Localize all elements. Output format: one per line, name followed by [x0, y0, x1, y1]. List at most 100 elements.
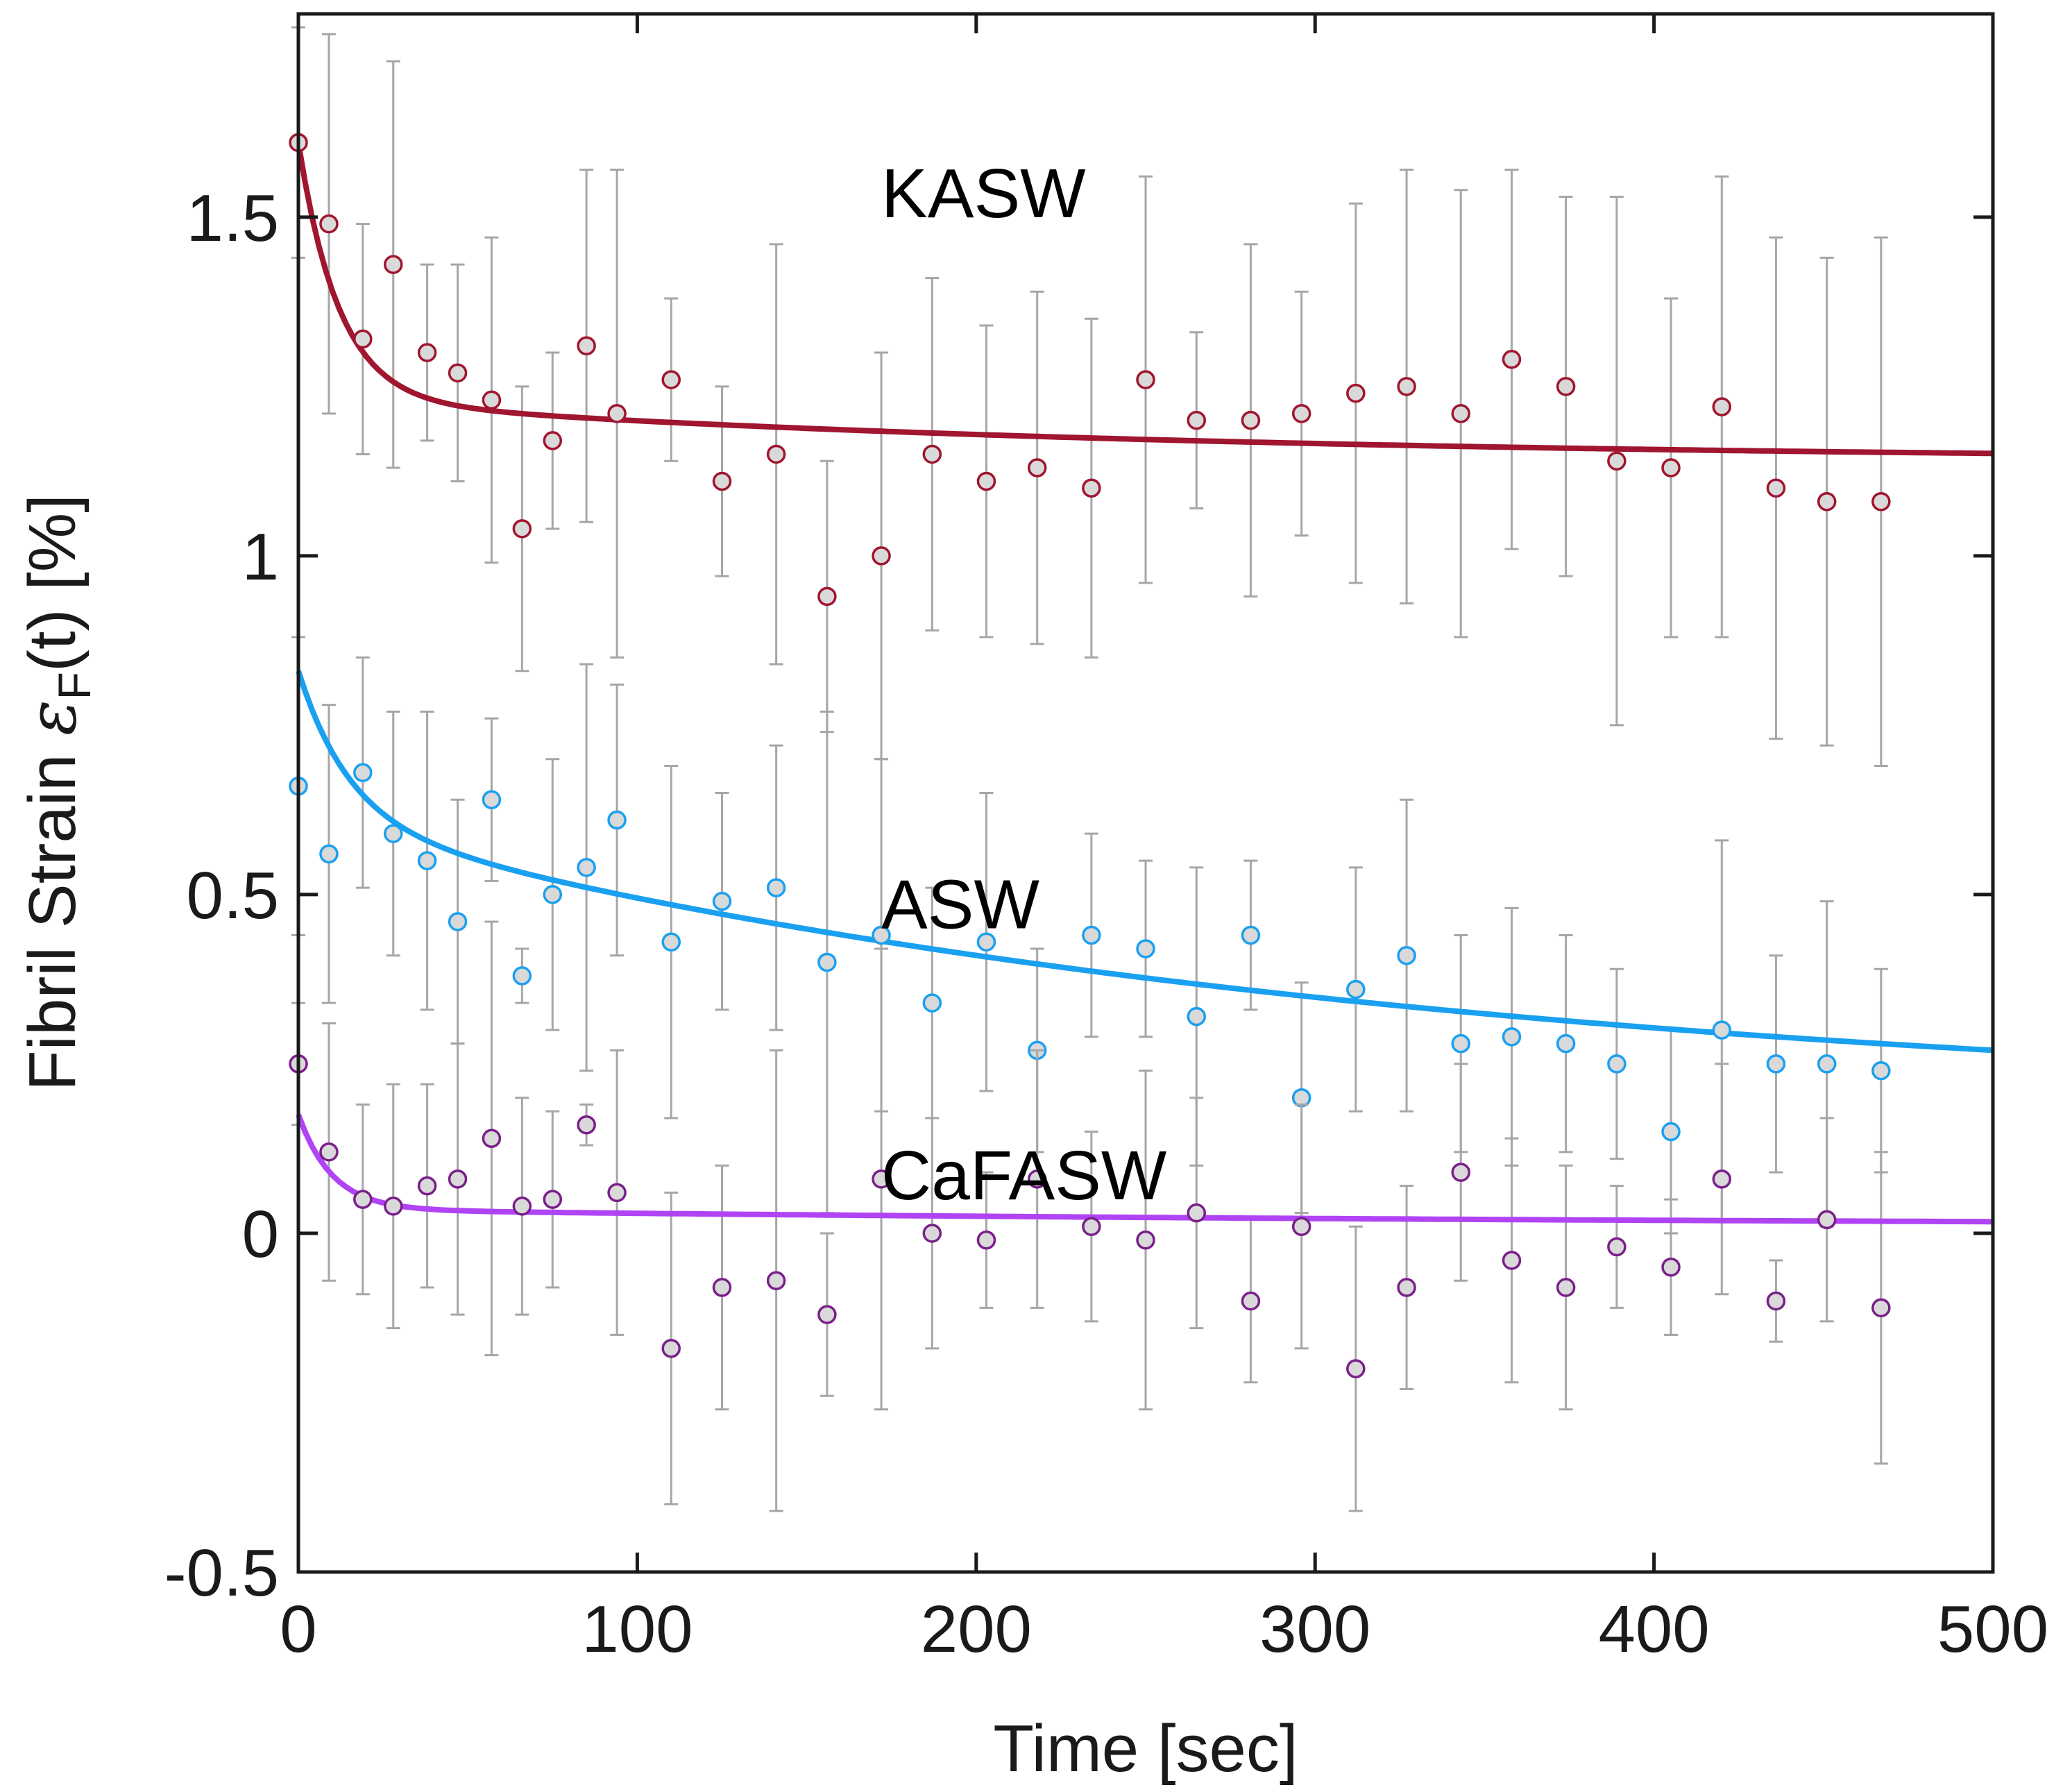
data-point [353, 329, 373, 349]
data-point [543, 431, 563, 450]
data-point [417, 851, 437, 870]
series-asw [289, 636, 1994, 1235]
y-axis-title-symbol: ε [13, 700, 91, 736]
series-label-asw: ASW [881, 866, 1039, 944]
tick-layer: 0 100 200 300 400 500-0.500.511.5 [164, 14, 2048, 1666]
y-axis-title-suffix: (t) [%] [15, 494, 90, 672]
data-point [712, 1278, 732, 1297]
x-tick-label: 0 [280, 1592, 316, 1666]
data-point [417, 1176, 437, 1196]
series-label-cafasw: CaFASW [881, 1137, 1167, 1215]
data-point [607, 404, 627, 423]
data-point [817, 586, 837, 607]
data-point [482, 390, 502, 410]
data-point [543, 885, 563, 904]
data-point [1502, 350, 1522, 369]
data-point [976, 471, 996, 491]
data-point [1397, 377, 1416, 396]
data-point [417, 343, 437, 362]
series-kasw [289, 26, 1994, 767]
data-point [1607, 1237, 1627, 1257]
data-point [353, 1190, 373, 1209]
data-point [319, 214, 339, 234]
series-label-layer: KASW ASW CaFASW [881, 155, 1167, 1215]
data-point [872, 546, 891, 566]
data-point [872, 1169, 891, 1189]
data-point [353, 763, 373, 782]
data-point [766, 444, 786, 464]
data-point [319, 1142, 339, 1162]
x-tick-label: 300 [1259, 1592, 1370, 1666]
data-point [766, 1271, 786, 1291]
data-point [1241, 925, 1261, 945]
data-point [448, 912, 468, 931]
data-point [1187, 410, 1207, 430]
data-point [1556, 1033, 1576, 1054]
data-point [1027, 458, 1047, 477]
data-point [1397, 1278, 1416, 1297]
fit-curve [296, 670, 1994, 1054]
y-tick-label: 1.5 [187, 181, 279, 255]
data-point [1291, 1217, 1311, 1236]
data-point [319, 844, 339, 864]
data-point [577, 1115, 596, 1135]
data-point [1712, 397, 1732, 416]
plot-frame [296, 12, 1995, 1574]
data-point [1661, 1258, 1681, 1277]
fit-curve [296, 1113, 1993, 1225]
data-point [1712, 1169, 1732, 1189]
data-point [1346, 383, 1366, 403]
data-point [448, 1169, 468, 1189]
data-point [1871, 1298, 1891, 1318]
data-point [384, 824, 403, 843]
data-point [448, 363, 468, 383]
data-point [1607, 451, 1627, 471]
data-point [1766, 1291, 1786, 1311]
y-axis-title-subscript: F [49, 672, 100, 700]
x-tick-label: 200 [921, 1592, 1032, 1666]
data-point [1607, 1054, 1627, 1074]
data-point [577, 858, 596, 877]
data-point [1817, 1054, 1837, 1074]
data-point [1136, 370, 1155, 389]
data-point [482, 790, 502, 810]
data-point [1136, 939, 1155, 958]
data-point [1817, 1210, 1837, 1230]
data-point [1502, 1027, 1522, 1047]
data-point [922, 444, 942, 464]
data-point [1451, 1033, 1470, 1054]
data-point [482, 1129, 502, 1149]
y-axis-title: Fibril Strain εF(t) [%] [13, 494, 100, 1091]
data-point [1661, 1122, 1681, 1142]
data-point [766, 878, 786, 897]
data-point [607, 1183, 627, 1203]
x-tick-label: 500 [1937, 1592, 2048, 1666]
x-tick-label: 100 [581, 1592, 693, 1666]
y-tick-label: -0.5 [164, 1536, 279, 1610]
data-point [1082, 925, 1101, 945]
data-point [1712, 1020, 1732, 1040]
data-point [1871, 1060, 1891, 1081]
data-point [712, 891, 732, 911]
data-point [976, 932, 996, 952]
series-label-kasw: KASW [881, 155, 1086, 233]
data-point [661, 932, 681, 952]
data-point [607, 810, 627, 830]
data-point [922, 1224, 942, 1243]
data-point [512, 966, 532, 986]
data-point [712, 471, 732, 491]
data-point [661, 370, 681, 389]
series-cafasw [289, 920, 1993, 1512]
data-point [1241, 1291, 1261, 1311]
fit-curve [296, 142, 1994, 457]
data-point [1661, 458, 1681, 477]
data-point [976, 1230, 996, 1250]
data-point [1397, 946, 1416, 965]
data-point [1817, 492, 1837, 512]
data-point [384, 1197, 403, 1216]
x-tick-label: 400 [1599, 1592, 1710, 1666]
y-tick-label: 0.5 [187, 859, 279, 933]
y-tick-label: 1 [242, 520, 279, 594]
data-point [661, 1339, 681, 1358]
